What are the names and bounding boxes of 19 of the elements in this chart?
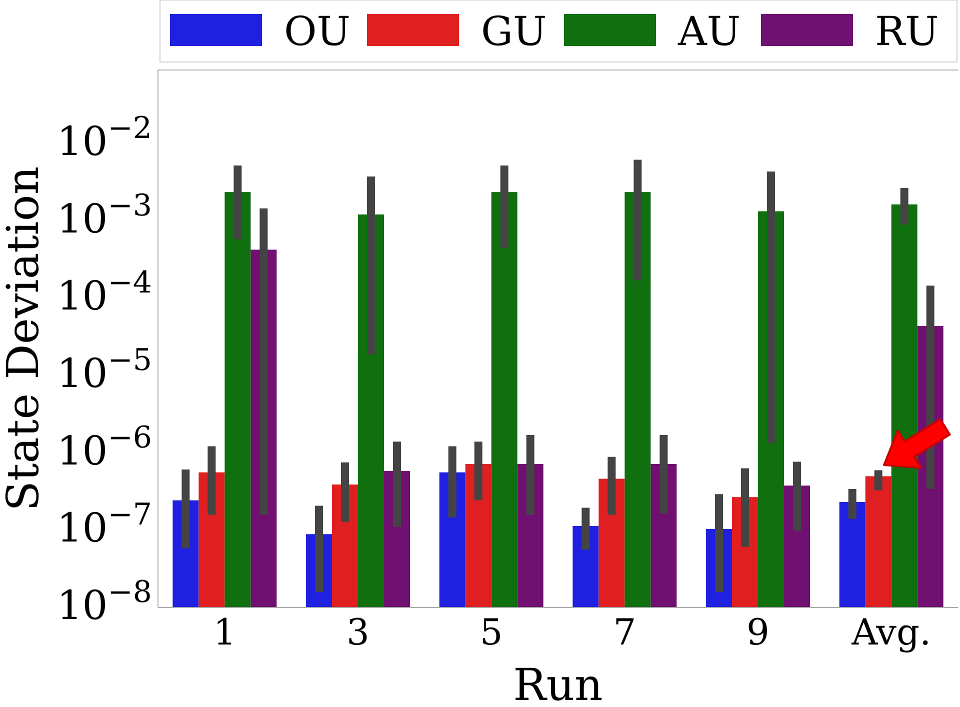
y-tick-label: 10$^{−3}$ <box>56 188 152 242</box>
legend-label: GU <box>481 9 547 55</box>
y-tick-label: 10$^{−4}$ <box>56 265 152 320</box>
x-tick-label: Avg. <box>850 612 932 654</box>
legend-label: AU <box>677 9 741 55</box>
y-tick-label: 10$^{−2}$ <box>56 110 152 166</box>
y-tick-label: 10$^{−8}$ <box>56 574 152 629</box>
x-tick-label: 9 <box>746 612 770 654</box>
x-tick-label: 5 <box>480 612 503 654</box>
legend-label: RU <box>875 9 939 55</box>
y-tick-label: 10$^{−5}$ <box>56 342 152 398</box>
legend-label: OU <box>284 9 351 55</box>
x-tick-label: 7 <box>613 612 636 654</box>
y-axis-title: State Deviation <box>0 166 49 512</box>
x-axis-title: Run <box>513 660 603 707</box>
y-tick-label: 10$^{−7}$ <box>56 497 152 552</box>
x-tick-label: 3 <box>346 612 370 654</box>
x-tick-label: 1 <box>213 612 236 654</box>
y-tick-label: 10$^{−6}$ <box>56 420 152 474</box>
